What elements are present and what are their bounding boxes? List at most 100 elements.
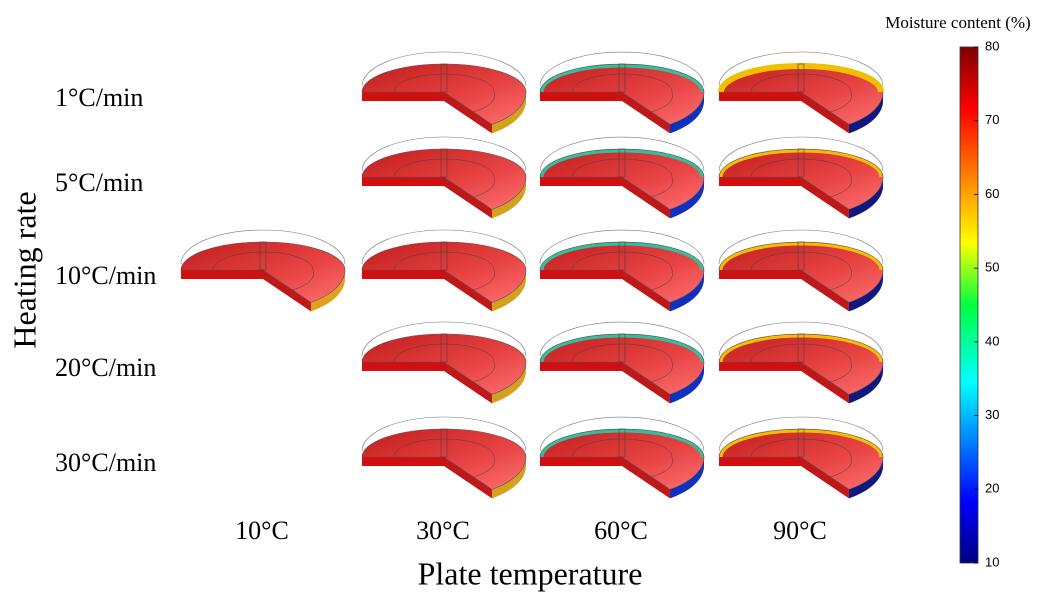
disk-inner: [750, 251, 852, 291]
row-label: 5°C/min: [55, 168, 143, 197]
colorbar-tick-label: 60: [985, 186, 999, 201]
disk-inner: [393, 73, 495, 113]
disk-outline: [539, 51, 705, 87]
disk-cut: [263, 270, 311, 312]
disk-top: [539, 148, 705, 210]
disk-cut: [181, 270, 263, 279]
disk-core: [797, 333, 805, 363]
colorbar-tick-label: 50: [985, 260, 999, 275]
disk-cut: [444, 362, 492, 404]
disk-side: [848, 92, 883, 134]
disk-cut: [801, 362, 849, 404]
disk-rim: [719, 429, 883, 458]
disk-cut: [362, 177, 444, 186]
disk-core: [259, 241, 267, 271]
disk-core: [618, 241, 626, 271]
disk-cut: [801, 270, 849, 312]
disk-cut: [362, 92, 444, 101]
disk-outline: [539, 416, 705, 452]
disk-side: [310, 270, 345, 312]
disk-cut: [540, 362, 622, 371]
disk-cut: [444, 270, 492, 312]
disk-outline: [361, 321, 527, 357]
disk-top: [361, 63, 527, 125]
disk-cut: [719, 270, 801, 279]
disk-outline: [718, 229, 884, 265]
disk-core: [797, 148, 805, 178]
disk-side: [848, 177, 883, 219]
disk-cut: [444, 457, 492, 499]
disk-rim: [540, 334, 704, 363]
disk-cut: [801, 92, 849, 134]
disk-rim: [719, 334, 883, 363]
disk-inner: [571, 438, 673, 478]
disk-core: [797, 63, 805, 93]
disk-rim: [540, 429, 704, 458]
disk-cut: [444, 92, 492, 134]
disk-side: [669, 177, 704, 219]
disk-inner: [393, 251, 495, 291]
column-label: 30°C: [416, 516, 470, 545]
disk-side: [669, 457, 704, 499]
disk-side: [669, 270, 704, 312]
disk-top: [539, 63, 705, 125]
disk-cut: [719, 457, 801, 466]
disk-outline: [361, 229, 527, 265]
disk-side: [491, 92, 526, 134]
disk-core: [440, 241, 448, 271]
disk-cut: [622, 92, 670, 134]
disk-cut: [622, 270, 670, 312]
disk-core: [797, 241, 805, 271]
disk-side: [669, 362, 704, 404]
disk-outline: [361, 136, 527, 172]
disk-cut: [622, 457, 670, 499]
disk-cut: [540, 92, 622, 101]
disk-top: [718, 241, 884, 303]
disk-outline: [718, 136, 884, 172]
disk-core: [797, 428, 805, 458]
disk-top: [539, 333, 705, 395]
disk-top: [180, 241, 346, 303]
disk-side: [491, 177, 526, 219]
disk-cut: [719, 92, 801, 101]
disk-core: [440, 63, 448, 93]
disk-side: [848, 457, 883, 499]
column-label: 60°C: [594, 516, 648, 545]
disk-inner: [571, 251, 673, 291]
disk-side: [491, 457, 526, 499]
disk-cut: [362, 362, 444, 371]
disk-cut: [362, 457, 444, 466]
column-axis-title: Plate temperature: [418, 555, 643, 591]
disk-outline: [361, 416, 527, 452]
disk-cut: [540, 177, 622, 186]
disk-top: [361, 428, 527, 490]
disk-outline: [539, 321, 705, 357]
disk-cut: [801, 457, 849, 499]
colorbar-tick-label: 80: [985, 38, 999, 53]
row-label: 10°C/min: [55, 261, 156, 290]
disk-cut: [719, 177, 801, 186]
disk-inner: [393, 343, 495, 383]
disk-top: [718, 148, 884, 210]
disk-core: [618, 428, 626, 458]
disk-outline: [361, 51, 527, 87]
disk-rim: [718, 63, 884, 93]
disk-inner: [750, 343, 852, 383]
colorbar-tick-label: 10: [985, 554, 999, 569]
disk-outline: [718, 321, 884, 357]
disk-top: [361, 333, 527, 395]
disk-cut: [540, 457, 622, 466]
colorbar-tick-label: 20: [985, 481, 999, 496]
colorbar: [959, 46, 979, 564]
colorbar-title: Moisture content (%): [885, 13, 1030, 32]
row-label: 30°C/min: [55, 448, 156, 477]
disk-outline: [180, 229, 346, 265]
colorbar-tick-label: 30: [985, 407, 999, 422]
disk-inner: [571, 343, 673, 383]
disk-rim: [540, 149, 704, 178]
disk-cut: [540, 270, 622, 279]
disk-outline: [718, 51, 884, 87]
disk-rim: [719, 242, 883, 271]
disk-rim: [719, 149, 883, 178]
